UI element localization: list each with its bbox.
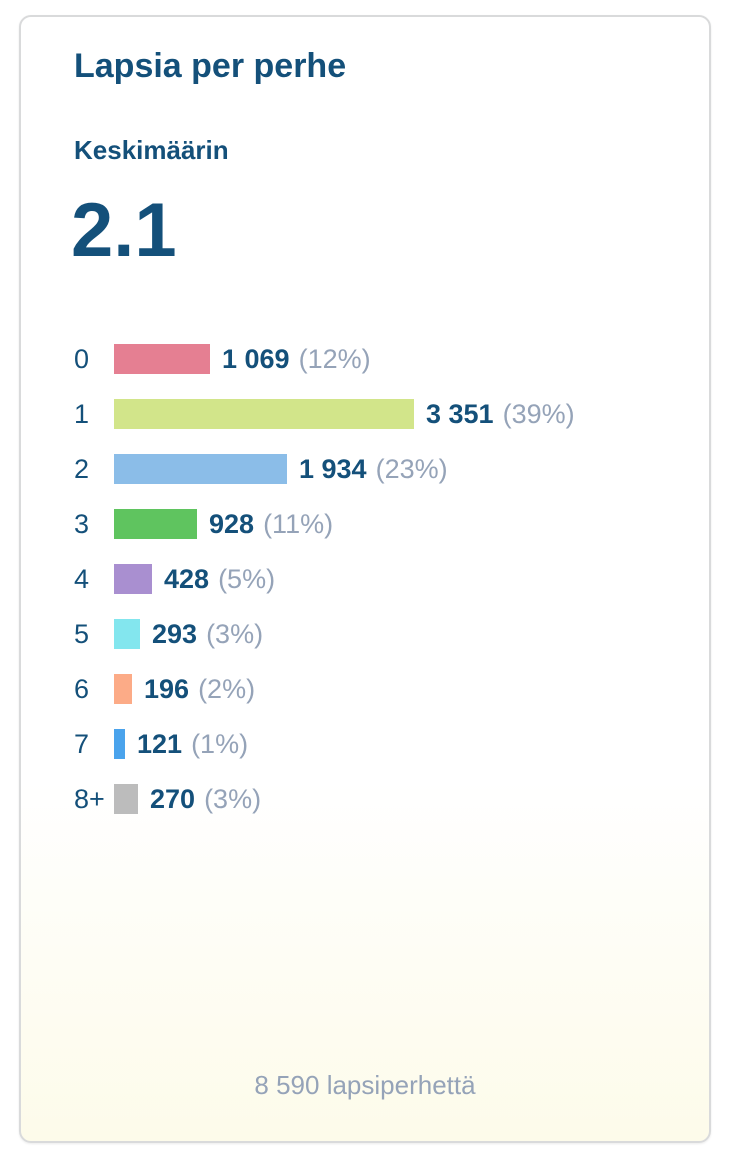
bar bbox=[114, 674, 132, 704]
value-label: 1 934 bbox=[299, 454, 367, 484]
category-label: 7 bbox=[74, 729, 90, 759]
bar bbox=[114, 729, 125, 759]
bar-row: 7 121 (1%) bbox=[74, 724, 694, 764]
children-bar-chart: 0 1 069 (12%) 1 3 351 (39%) 2 1 934 (23%) 3 928 (11… bbox=[74, 317, 694, 817]
bar bbox=[114, 564, 152, 594]
bar bbox=[114, 454, 287, 484]
value-label: 196 bbox=[144, 674, 190, 704]
value-label: 928 bbox=[209, 509, 255, 539]
category-label: 1 bbox=[74, 399, 90, 429]
percent-label: (3%) bbox=[204, 784, 262, 814]
bar-row: 4 428 (5%) bbox=[74, 559, 694, 599]
average-value: 2.1 bbox=[71, 188, 177, 273]
bar-row: 3 928 (11%) bbox=[74, 504, 694, 544]
percent-label: (2%) bbox=[198, 674, 256, 704]
category-label: 3 bbox=[74, 509, 90, 539]
bar bbox=[114, 344, 210, 374]
bar-row: 0 1 069 (12%) bbox=[74, 339, 694, 379]
bar bbox=[114, 399, 414, 429]
value-label: 293 bbox=[152, 619, 198, 649]
value-label: 270 bbox=[150, 784, 196, 814]
average-label: Keskimäärin bbox=[74, 135, 229, 165]
bar bbox=[114, 619, 140, 649]
category-label: 2 bbox=[74, 454, 90, 484]
bar-row: 8+ 270 (3%) bbox=[74, 779, 694, 819]
category-label: 8+ bbox=[74, 784, 105, 814]
value-label: 428 bbox=[164, 564, 210, 594]
bar-row: 5 293 (3%) bbox=[74, 614, 694, 654]
percent-label: (11%) bbox=[263, 509, 334, 539]
children-per-family-card: Lapsia per perhe Keskimäärin 2.1 0 1 069 (… bbox=[19, 15, 711, 1143]
bar-row: 1 3 351 (39%) bbox=[74, 394, 694, 434]
percent-label: (5%) bbox=[218, 564, 276, 594]
percent-label: (23%) bbox=[375, 454, 448, 484]
percent-label: (12%) bbox=[298, 344, 371, 374]
value-label: 121 bbox=[137, 729, 183, 759]
card-title: Lapsia per perhe bbox=[74, 47, 347, 85]
percent-label: (3%) bbox=[206, 619, 264, 649]
bar bbox=[114, 784, 138, 814]
percent-label: (39%) bbox=[502, 399, 575, 429]
category-label: 5 bbox=[74, 619, 90, 649]
bar bbox=[114, 509, 197, 539]
family-count-footer: 8 590 lapsiperhettä bbox=[254, 1070, 476, 1100]
value-label: 3 351 bbox=[426, 399, 494, 429]
value-label: 1 069 bbox=[222, 344, 290, 374]
category-label: 6 bbox=[74, 674, 90, 704]
bar-row: 6 196 (2%) bbox=[74, 669, 694, 709]
category-label: 0 bbox=[74, 344, 90, 374]
category-label: 4 bbox=[74, 564, 90, 594]
percent-label: (1%) bbox=[191, 729, 249, 759]
bar-row: 2 1 934 (23%) bbox=[74, 449, 694, 489]
